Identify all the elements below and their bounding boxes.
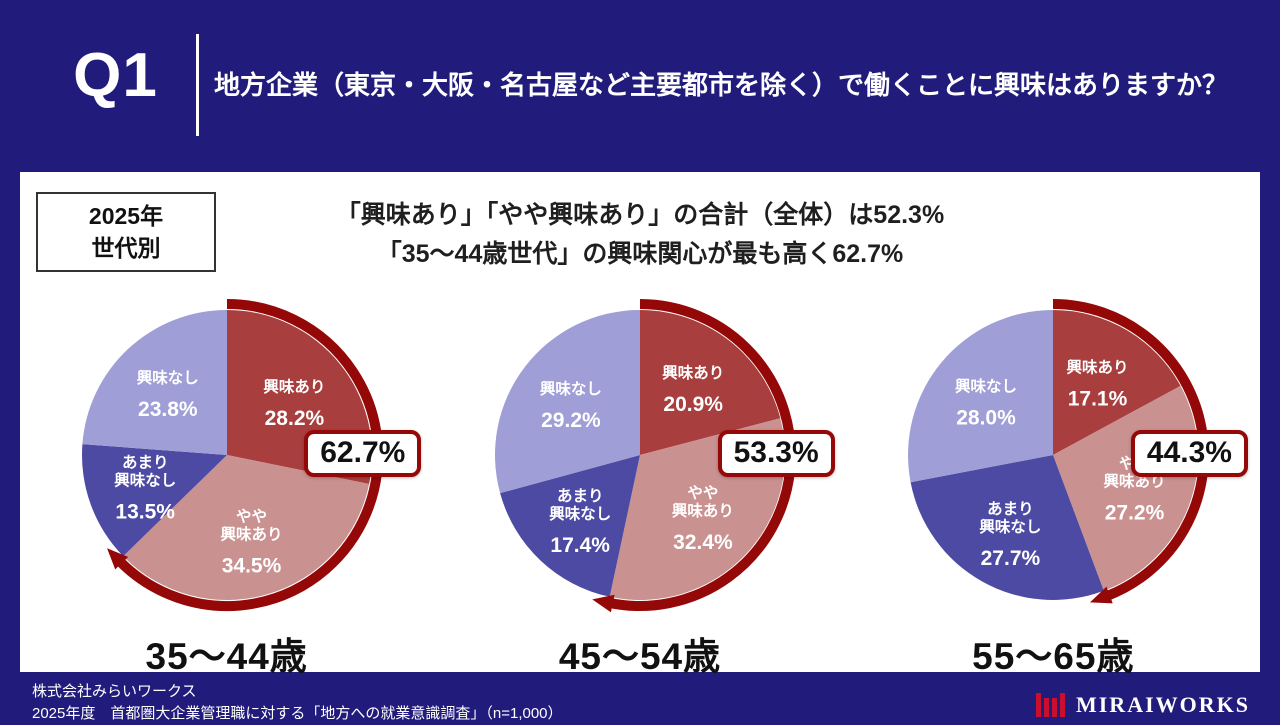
pie-slice — [910, 455, 1105, 600]
miraiworks-logo-icon — [1035, 693, 1065, 717]
headline-line-1: 「興味あり」「やや興味あり」の合計（全体）は52.3% — [335, 201, 945, 229]
pie-slice — [639, 310, 781, 455]
highlight-badge: 44.3% — [1130, 430, 1248, 477]
survey-note: 2025年度 首都圏大企業管理職に対する「地方への就業意識調査」（n=1,000… — [32, 704, 563, 722]
slice-label: 興味あり 20.9% — [662, 363, 724, 416]
logo-text: MIRAIWORKS — [1075, 692, 1250, 717]
slice-label: やや興味あり 32.4% — [672, 484, 734, 554]
content-panel: 2025年 世代別 「興味あり」「やや興味あり」の合計（全体）は52.3% 「3… — [20, 172, 1260, 677]
pie-slice — [500, 455, 640, 597]
pie-chart-35-44: 興味あり 28.2% やや興味あり 34.5% あまり興味なし 13.5% 興味なし 23.8… — [27, 290, 427, 620]
pie-chart-45-54: 興味あり 20.9% やや興味あり 32.4% あまり興味なし 17.4% 興味なし 29.2… — [440, 290, 840, 620]
question-number: Q1 — [73, 41, 158, 110]
age-group-label: 35〜44歳 — [145, 636, 308, 677]
headline-line-2: 「35〜44歳世代」の興味関心が最も高く62.7% — [376, 239, 904, 268]
headline: 「興味あり」「やや興味あり」の合計（全体）は52.3% 「35〜44歳世代」の興… — [20, 196, 1260, 274]
year-generation-tag: 2025年 世代別 — [36, 192, 216, 273]
slice-label: あまり興味なし 27.7% — [980, 500, 1042, 570]
slice-label: やや興味あり27.2% — [1104, 455, 1166, 525]
pie-slice — [908, 310, 1054, 483]
company-name: 株式会社みらいワークス — [32, 683, 197, 700]
header-divider — [196, 34, 199, 136]
pie-slice — [494, 310, 640, 494]
highlight-arc-arrow — [1053, 299, 1210, 604]
pie-slice — [1053, 310, 1181, 455]
slice-label: 興味あり 28.2% — [263, 377, 325, 430]
chart-block-45-54: 興味あり 20.9% やや興味あり 32.4% あまり興味なし 17.4% 興味なし 29.2… — [433, 290, 846, 690]
pie-svg: 興味あり 20.9% やや興味あり 32.4% あまり興味なし 17.4% 興味なし 29.2… — [494, 299, 796, 613]
tag-line-1: 2025年 — [88, 203, 164, 229]
age-group-label: 45〜54歳 — [558, 636, 722, 677]
charts-row: 興味あり 28.2% やや興味あり 34.5% あまり興味なし 13.5% 興味なし 23.8… — [20, 290, 1260, 690]
pie-slice — [82, 310, 227, 455]
slice-label: 興味なし 23.8% — [136, 368, 198, 421]
question-title: 地方企業（東京・大阪・名古屋など主要都市を除く）で働くことに興味はありますか？ — [214, 70, 1229, 101]
miraiworks-logo: MIRAIWORKS — [1035, 692, 1250, 718]
highlight-badge: 62.7% — [304, 430, 422, 477]
slice-label: あまり興味なし 13.5% — [114, 454, 176, 524]
slice-label: 興味なし 29.2% — [540, 379, 602, 432]
slice-label: 興味なし 28.0% — [955, 377, 1017, 430]
pie-slice — [122, 455, 369, 600]
chart-block-35-44: 興味あり 28.2% やや興味あり 34.5% あまり興味なし 13.5% 興味なし 23.8… — [20, 290, 433, 690]
tag-line-2: 世代別 — [91, 235, 161, 262]
slice-label: あまり興味なし 17.4% — [549, 487, 611, 557]
pie-svg: 興味あり 28.2% やや興味あり 34.5% あまり興味なし 13.5% 興味なし 23.8… — [81, 299, 383, 611]
pie-slice — [81, 444, 227, 557]
slide-header: Q1 地方企業（東京・大阪・名古屋など主要都市を除く）で働くことに興味はあります… — [0, 0, 1280, 172]
highlight-badge: 53.3% — [717, 430, 835, 477]
age-group-label: 55〜65歳 — [972, 636, 1135, 677]
slice-label: やや興味あり 34.5% — [220, 508, 282, 578]
highlight-arc-arrow — [106, 299, 383, 611]
footer-text: 株式会社みらいワークス 2025年度 首都圏大企業管理職に対する「地方への就業意… — [32, 681, 563, 725]
slice-label: 興味あり 17.1% — [1067, 357, 1129, 410]
